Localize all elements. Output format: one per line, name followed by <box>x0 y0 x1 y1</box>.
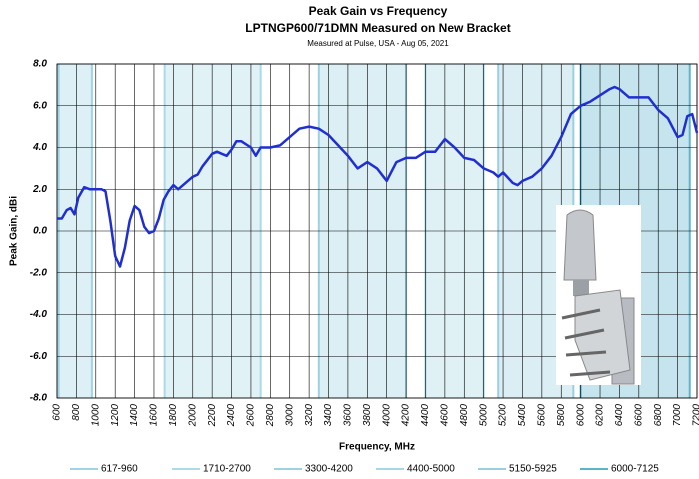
x-tick-label: 2800 <box>265 404 276 428</box>
x-tick-label: 5800 <box>556 404 567 427</box>
legend-label: 4400-5000 <box>407 464 455 475</box>
x-tick-label: 6800 <box>653 404 664 427</box>
x-tick-label: 4400 <box>420 404 431 427</box>
x-tick-label: 2400 <box>226 404 237 428</box>
legend-label: 6000-7125 <box>611 464 659 475</box>
x-tick-label: 6400 <box>614 404 625 427</box>
x-tick-label: 3200 <box>304 404 315 427</box>
legend-label: 5150-5925 <box>509 464 557 475</box>
y-tick-label: -4.0 <box>30 309 48 320</box>
x-tick-label: 5400 <box>517 404 528 427</box>
x-tick-label: 5000 <box>478 404 489 427</box>
x-tick-label: 1800 <box>168 404 179 427</box>
x-tick-label: 1000 <box>90 404 101 427</box>
x-tick-label: 2600 <box>246 404 257 428</box>
x-axis-label: Frequency, MHz <box>339 442 415 453</box>
x-tick-label: 7200 <box>692 404 699 427</box>
chart-note: Measured at Pulse, USA - Aug 05, 2021 <box>307 39 449 48</box>
x-tick-label: 6200 <box>595 404 606 427</box>
x-tick-label: 4600 <box>440 404 451 427</box>
chart: Peak Gain vs Frequency LPTNGP600/71DMN M… <box>0 0 699 479</box>
connector <box>573 280 589 296</box>
legend-label: 3300-4200 <box>305 464 353 475</box>
legend-label: 1710-2700 <box>203 464 251 475</box>
x-tick-label: 3000 <box>284 404 295 427</box>
x-tick-label: 1600 <box>149 404 160 427</box>
x-tick-label: 4000 <box>381 404 392 427</box>
y-tick-label: -8.0 <box>30 393 48 404</box>
x-tick-label: 2000 <box>187 404 198 428</box>
x-tick-label: 6600 <box>633 404 644 427</box>
y-tick-label: 4.0 <box>32 142 47 153</box>
y-tick-label: 6.0 <box>33 100 47 111</box>
x-tick-label: 5200 <box>498 404 509 427</box>
y-tick-label: 8.0 <box>33 59 47 70</box>
x-tick-label: 4200 <box>401 404 412 427</box>
legend-label: 617-960 <box>101 464 138 475</box>
x-tick-label: 3600 <box>343 404 354 427</box>
y-tick-label: 2.0 <box>32 184 47 195</box>
x-tick-label: 4800 <box>459 404 470 427</box>
x-tick-label: 3800 <box>362 404 373 427</box>
chart-subtitle: LPTNGP600/71DMN Measured on New Bracket <box>245 21 510 35</box>
x-tick-label: 600 <box>52 404 63 421</box>
radome <box>564 210 596 280</box>
x-tick-label: 5600 <box>536 404 547 427</box>
x-tick-label: 1200 <box>110 404 121 427</box>
x-tick-label: 6000 <box>575 404 586 427</box>
antenna-photo <box>556 205 641 385</box>
chart-title: Peak Gain vs Frequency <box>309 4 448 18</box>
y-tick-label: 0.0 <box>33 226 47 237</box>
y-tick-label: -6.0 <box>30 351 48 362</box>
x-tick-label: 3400 <box>323 404 334 427</box>
x-tick-label: 800 <box>71 404 82 421</box>
y-tick-label: -2.0 <box>30 267 48 278</box>
y-axis-label: Peak Gain, dBi <box>9 196 20 266</box>
x-tick-label: 7000 <box>672 404 683 427</box>
x-tick-label: 1400 <box>129 404 140 427</box>
x-tick-label: 2200 <box>207 404 218 428</box>
